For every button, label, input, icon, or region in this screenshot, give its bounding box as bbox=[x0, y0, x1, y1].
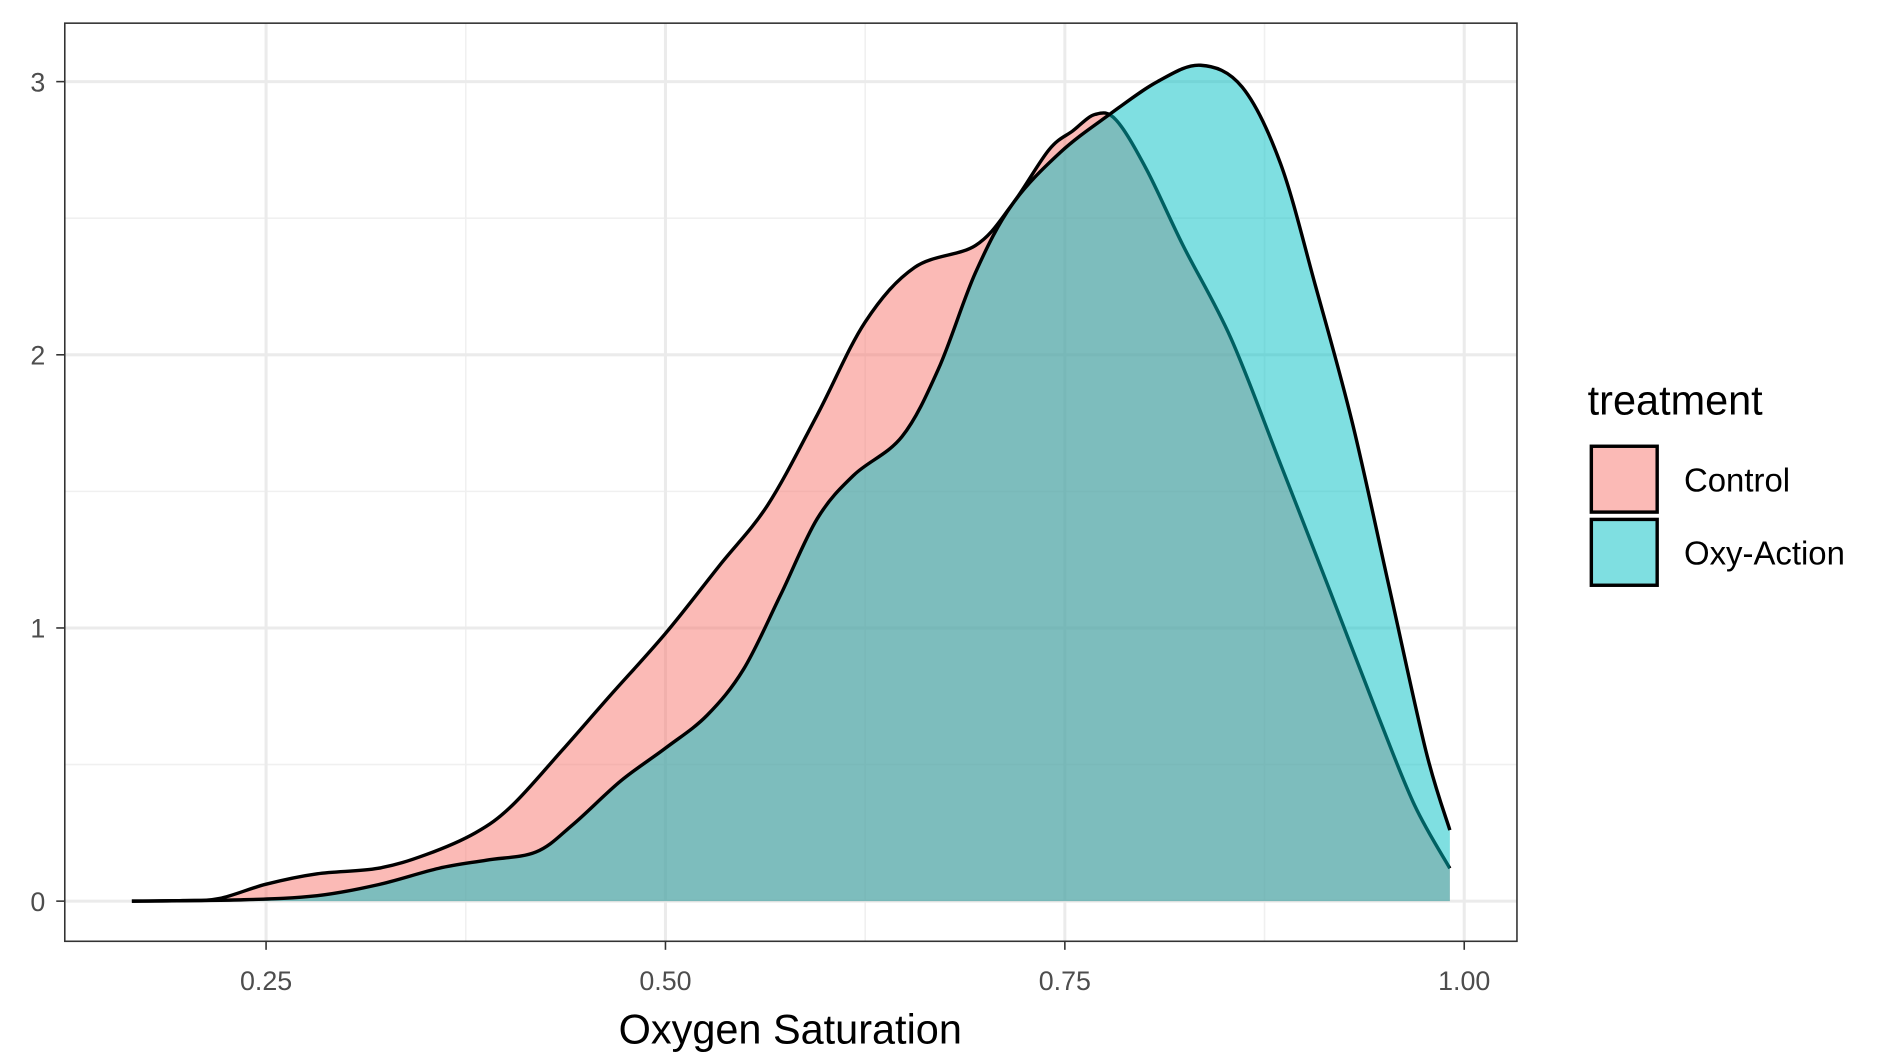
y-tick-label: 2 bbox=[30, 341, 45, 371]
density-line-oxy-action bbox=[131, 63, 1452, 903]
legend-title: treatment bbox=[1588, 377, 1764, 424]
x-axis-title: Oxygen Saturation bbox=[619, 1006, 962, 1053]
x-tick-label: 0.75 bbox=[1039, 966, 1091, 996]
x-tick-label: 1.00 bbox=[1438, 966, 1490, 996]
legend-key-swatch bbox=[1589, 517, 1659, 587]
legend-label: Control bbox=[1684, 461, 1790, 498]
y-tick-label: 0 bbox=[30, 887, 45, 917]
legend: treatment Control Oxy-Action bbox=[1588, 377, 1845, 587]
x-tick-label: 0.25 bbox=[240, 966, 292, 996]
x-tick-label: 0.50 bbox=[639, 966, 691, 996]
density-areas bbox=[131, 63, 1452, 903]
density-area-oxy-action bbox=[131, 65, 1450, 902]
y-tick-label: 3 bbox=[30, 67, 45, 97]
panel-border bbox=[63, 22, 1518, 943]
axes: 0.25 0.50 0.75 1.00 0 1 2 3 bbox=[30, 67, 1490, 996]
y-tick-label: 1 bbox=[30, 614, 45, 644]
legend-key-swatch bbox=[1589, 444, 1659, 514]
legend-label: Oxy-Action bbox=[1684, 535, 1845, 572]
